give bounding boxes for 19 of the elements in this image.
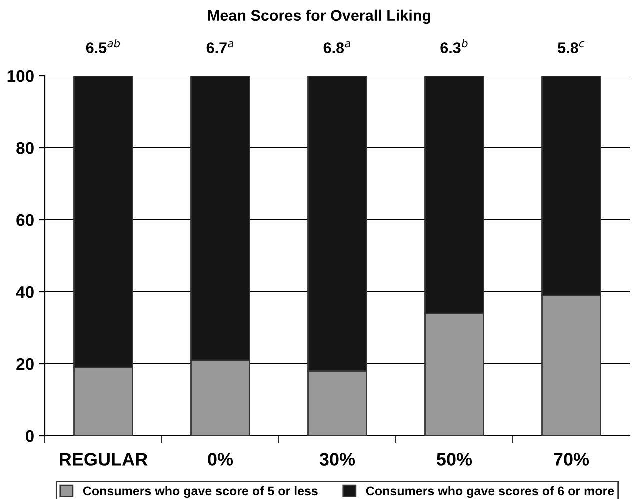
x-tick-label: 50%: [436, 453, 472, 466]
legend-label: Consumers who gave scores of 6 or more: [366, 486, 614, 498]
y-tick-label: 60: [16, 214, 34, 226]
y-tick-label: 80: [16, 142, 34, 154]
y-tick-label: 0: [26, 430, 34, 442]
y-tick-label: 20: [16, 358, 34, 370]
y-tick-label: 40: [16, 286, 34, 298]
legend-label: Consumers who gave score of 5 or less: [83, 486, 318, 498]
annotation: 6.3$^{b}$: [440, 39, 468, 54]
annotation: 6.5$^{ab}$: [86, 39, 120, 54]
chart-title: Mean Scores for Overall Liking: [208, 10, 431, 24]
annotation: 6.7$^{a}$: [206, 41, 234, 54]
x-tick-label: 30%: [320, 453, 356, 466]
x-tick-label: 0%: [208, 453, 234, 466]
x-tick-label: REGULAR: [60, 453, 148, 466]
annotation: 6.8$^{a}$: [324, 41, 351, 54]
annotation: 5.8$^{c}$: [558, 41, 585, 54]
y-tick-label: 100: [8, 70, 34, 82]
x-tick-label: 70%: [554, 453, 590, 466]
